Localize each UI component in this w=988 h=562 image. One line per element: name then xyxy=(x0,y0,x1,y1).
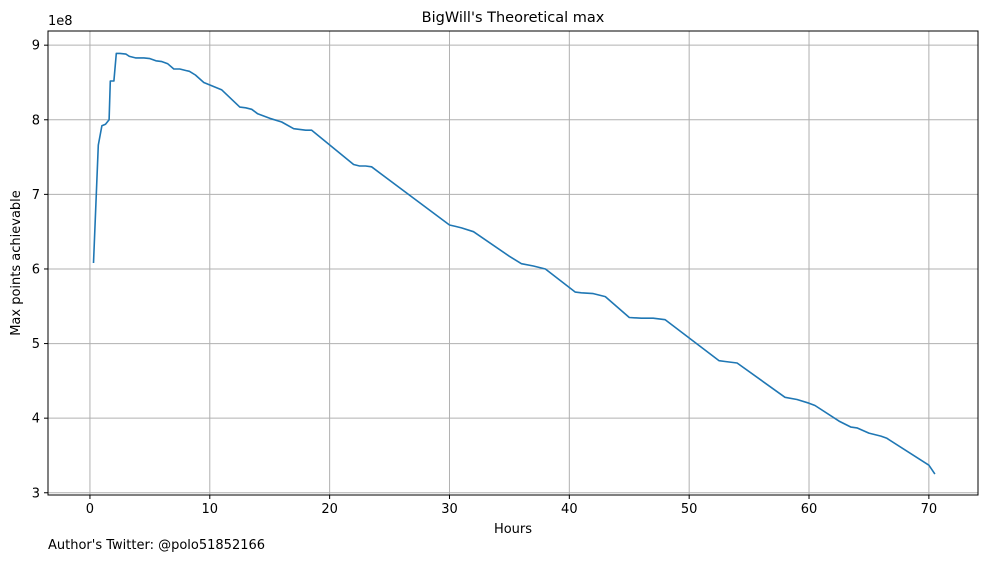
x-tick-label: 50 xyxy=(681,502,698,517)
grid-lines xyxy=(48,31,978,495)
chart-title: BigWill's Theoretical max xyxy=(422,10,605,26)
x-axis-ticks: 0 10 20 30 40 50 60 70 xyxy=(86,495,937,517)
y-tick-label: 3 xyxy=(32,486,40,501)
x-tick-label: 60 xyxy=(801,502,818,517)
x-axis-label: Hours xyxy=(494,522,532,537)
x-tick-label: 10 xyxy=(202,502,219,517)
plot-frame xyxy=(47,30,979,496)
x-tick-label: 20 xyxy=(321,502,338,517)
x-tick-label: 40 xyxy=(561,502,578,517)
series-line xyxy=(92,52,936,475)
author-note: Author's Twitter: @polo51852166 xyxy=(48,538,266,553)
x-tick-label: 0 xyxy=(86,502,94,517)
y-axis-label: Max points achievable xyxy=(9,190,24,336)
y-axis-ticks: 3 4 5 6 7 8 9 xyxy=(32,39,48,501)
y-tick-label: 5 xyxy=(32,337,40,352)
y-tick-label: 4 xyxy=(32,412,40,427)
y-tick-label: 7 xyxy=(32,188,40,203)
y-tick-label: 8 xyxy=(32,113,40,128)
x-tick-label: 70 xyxy=(921,502,938,517)
x-tick-label: 30 xyxy=(441,502,458,517)
y-tick-label: 6 xyxy=(32,262,40,277)
y-tick-label: 9 xyxy=(32,39,40,54)
y-axis-offset-label: 1e8 xyxy=(48,14,73,29)
